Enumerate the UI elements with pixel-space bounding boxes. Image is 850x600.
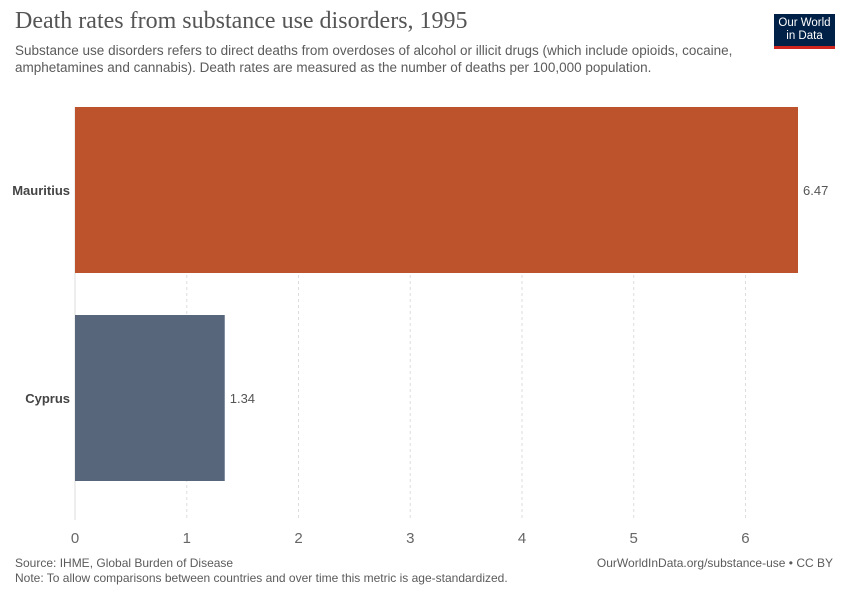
value-label-cyprus: 1.34 <box>230 391 255 406</box>
x-tick-label: 1 <box>183 530 191 547</box>
bar-cyprus <box>75 315 225 481</box>
chart-subtitle: Substance use disorders refers to direct… <box>15 43 733 75</box>
note-text: Note: To allow comparisons between count… <box>15 571 508 585</box>
x-tick-label: 3 <box>406 530 414 547</box>
footer-left: Source: IHME, Global Burden of Disease N… <box>15 556 508 586</box>
category-label-cyprus: Cyprus <box>25 391 70 406</box>
category-labels: Mauritius Cyprus <box>12 183 70 406</box>
x-tick-label: 5 <box>630 530 638 547</box>
x-tick-label: 6 <box>741 530 749 547</box>
chart-title: Death rates from substance use disorders… <box>15 8 468 34</box>
footer-url[interactable]: OurWorldInData.org/substance-use • CC BY <box>596 556 833 570</box>
bar-mauritius <box>75 107 798 273</box>
x-tick-label: 2 <box>294 530 302 547</box>
bars <box>75 107 798 481</box>
source-text[interactable]: Source: IHME, Global Burden of Disease <box>15 556 234 570</box>
x-tick-label: 4 <box>518 530 526 547</box>
logo-line-1: Our World <box>778 17 831 29</box>
logo-line-2: in Data <box>786 30 823 42</box>
category-label-mauritius: Mauritius <box>12 183 70 198</box>
x-tick-labels: 0 1 2 3 4 5 6 <box>71 530 750 547</box>
x-tick-label: 0 <box>71 530 79 547</box>
value-labels: 6.47 1.34 <box>230 183 829 406</box>
value-label-mauritius: 6.47 <box>803 183 828 198</box>
owid-logo[interactable]: Our World in Data <box>774 14 835 49</box>
